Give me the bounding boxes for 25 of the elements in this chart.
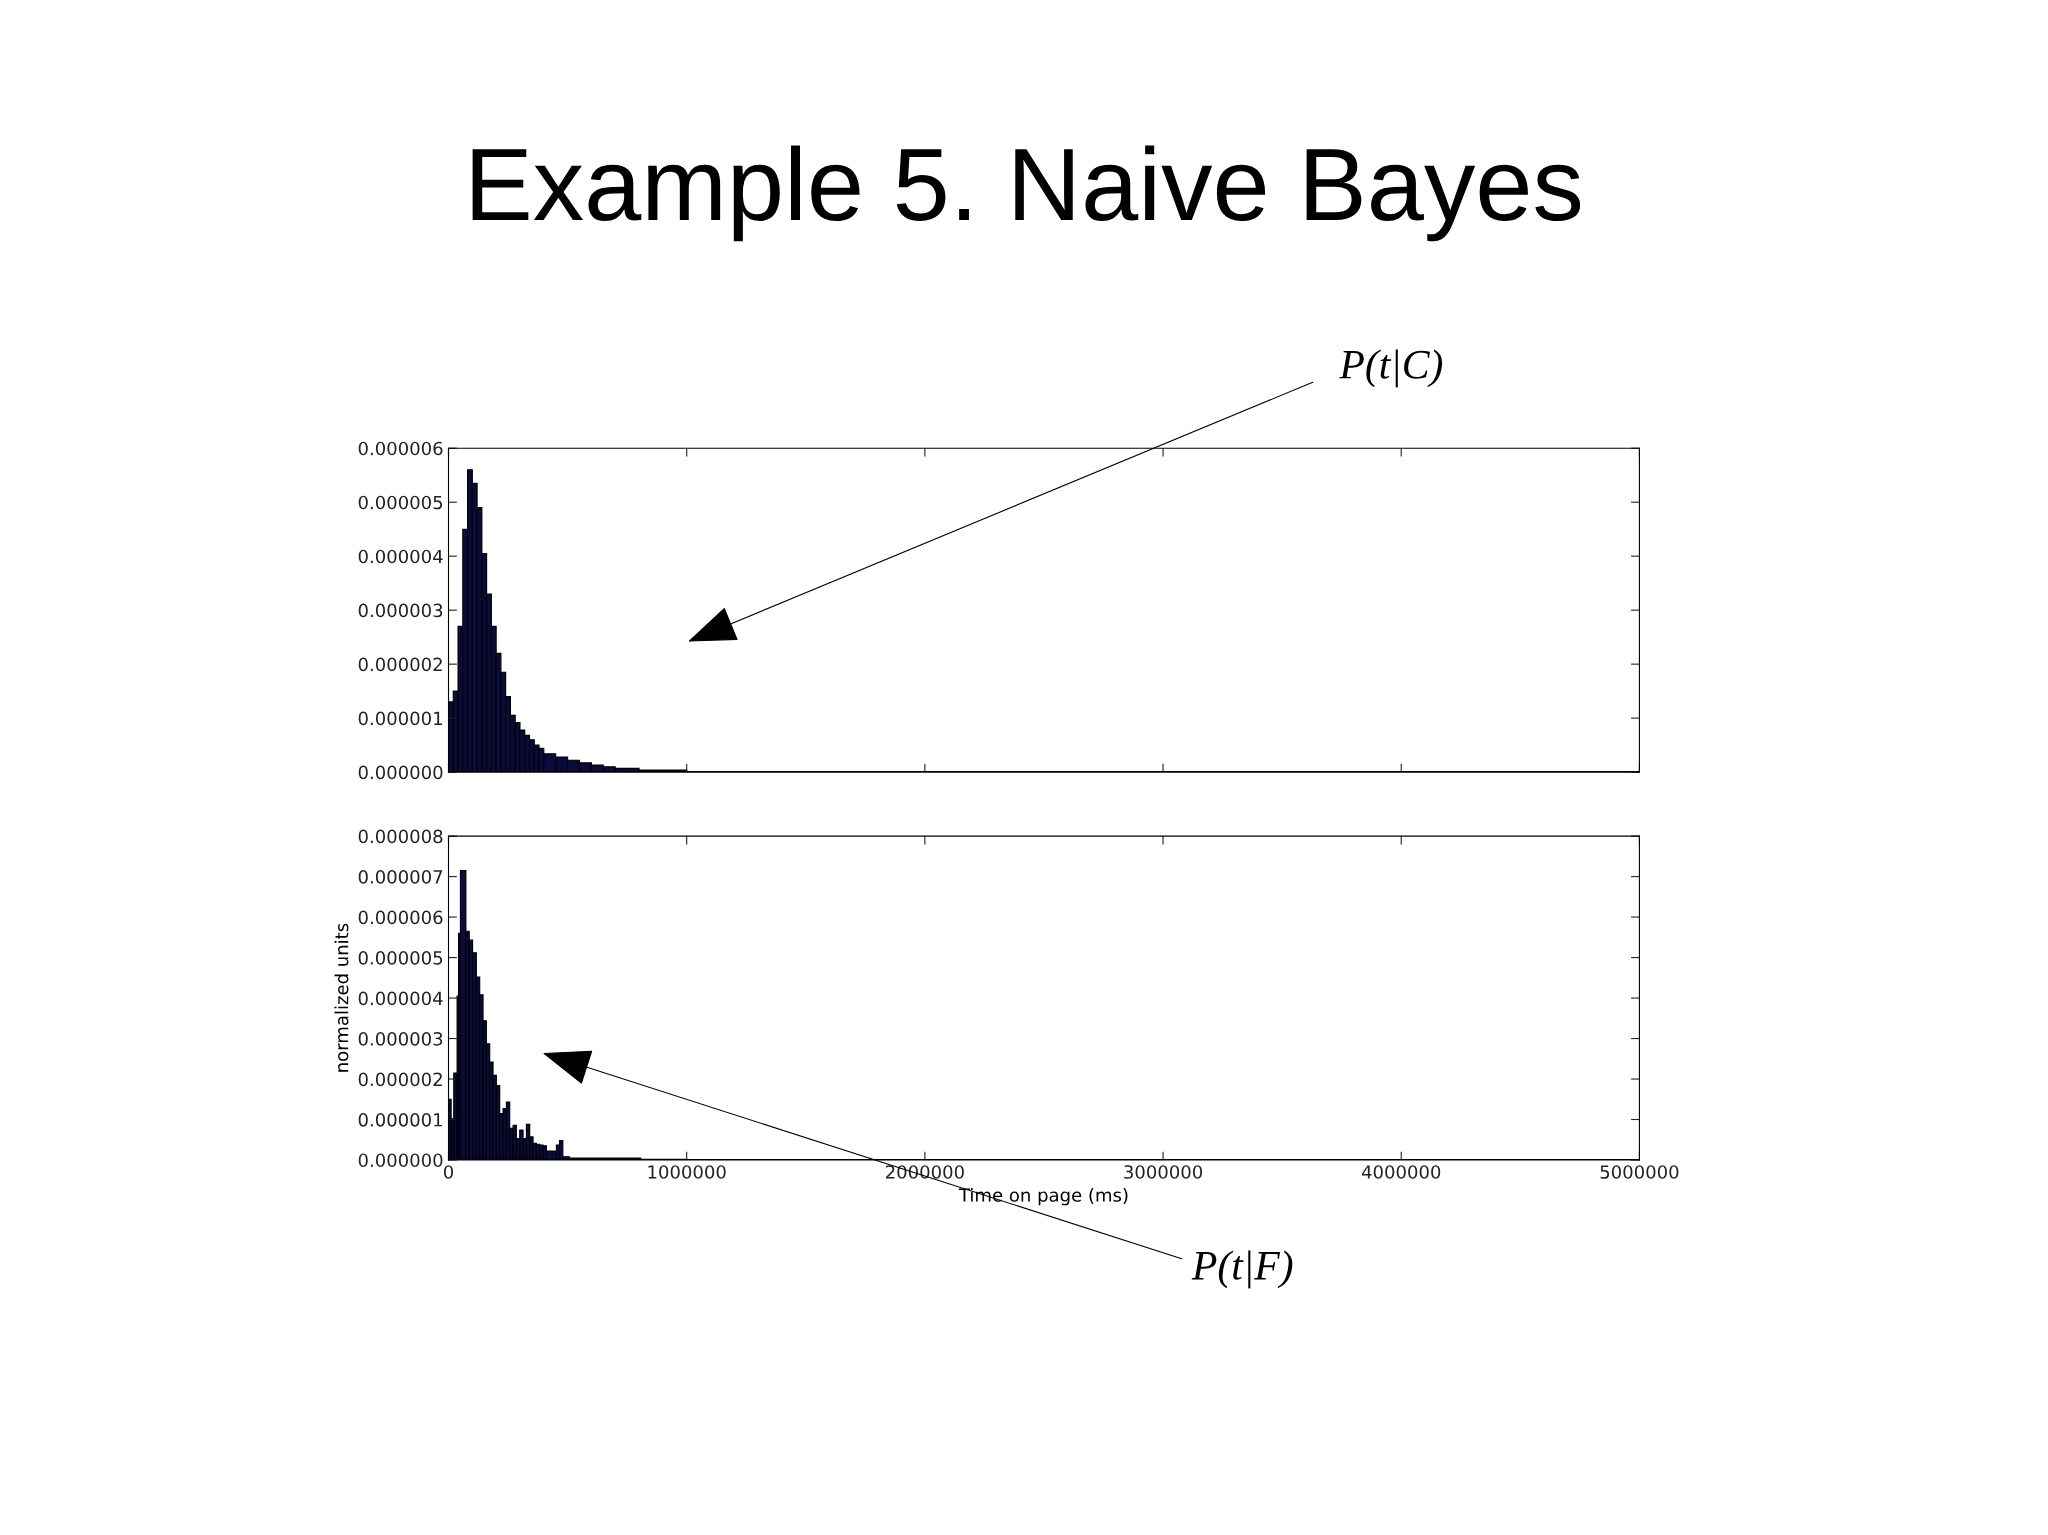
x-tick-label: 0: [443, 1165, 454, 1179]
x-tick-label: 5000000: [1600, 1165, 1679, 1179]
y-tick-label: 0.000004: [358, 991, 443, 1006]
chart-title: Example 5. Naive Bayes: [472, 145, 1581, 242]
y-tick-label: 0.000006: [358, 441, 443, 456]
y-tick-label: 0.000002: [358, 1072, 442, 1087]
y-tick-label: 0.000003: [358, 1032, 443, 1046]
y-tick-label: 0.000002: [358, 657, 442, 672]
y-tick-label: 0.000006: [358, 910, 443, 925]
y-tick-label: 0.000004: [358, 549, 443, 564]
x-tick-label: 1000000: [648, 1165, 726, 1179]
y-tick-label: 0.000008: [358, 829, 443, 844]
text: P(t|C): [1339, 349, 1443, 388]
y-tick-label: 0.000001: [358, 1112, 442, 1127]
y-axis-title: normalized units: [334, 923, 349, 1072]
y-tick-label: 0.000000: [358, 1153, 443, 1168]
text: P(t|F): [1191, 1250, 1293, 1289]
y-tick-label: 0.000001: [358, 711, 442, 726]
y-tick-label: 0.000005: [358, 951, 443, 965]
y-tick-label: 0.000003: [358, 603, 443, 618]
y-tick-label: 0.000000: [358, 765, 443, 780]
x-tick-label: 3000000: [1124, 1165, 1203, 1179]
y-tick-label: 0.000007: [358, 870, 443, 884]
y-tick-label: 0.000005: [358, 495, 443, 510]
x-tick-label: 4000000: [1361, 1165, 1441, 1179]
